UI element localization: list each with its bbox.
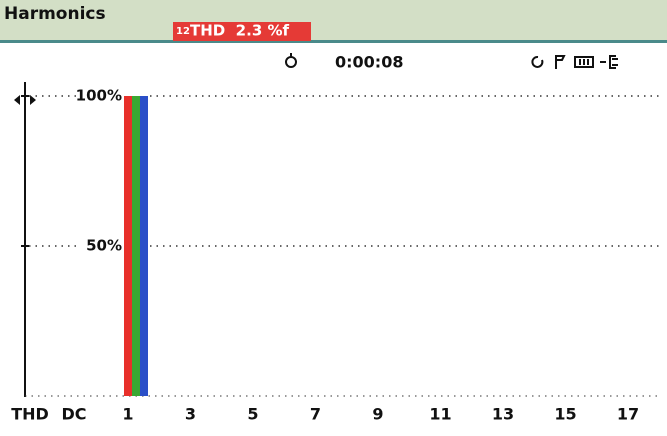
screen-title: Harmonics <box>4 4 106 24</box>
x-tick-label: 13 <box>492 405 514 424</box>
x-tick-label: 5 <box>247 405 258 424</box>
x-tick-label: DC <box>61 405 86 424</box>
y-tick-label: 50% <box>86 237 122 255</box>
x-tick-label: THD <box>11 405 49 424</box>
thd-badge <box>173 22 311 41</box>
cursor-arrows <box>14 95 36 105</box>
x-tick-label: 17 <box>617 405 639 424</box>
y-tick-label: 100% <box>76 87 122 105</box>
bar <box>140 96 148 396</box>
x-tick-label: 1 <box>122 405 133 424</box>
header-rule <box>0 40 667 43</box>
timer: 0:00:08 <box>335 53 403 72</box>
header-band <box>0 0 667 40</box>
status-icons <box>531 55 618 69</box>
timer-icon <box>285 53 297 68</box>
x-tick-label: 7 <box>310 405 321 424</box>
x-tick-label: 15 <box>554 405 576 424</box>
badge-prefix: 12 <box>176 26 190 37</box>
badge-text: THD 2.3 %f <box>190 22 290 40</box>
x-tick-label: 11 <box>429 405 451 424</box>
x-tick-label: 9 <box>372 405 383 424</box>
bar <box>132 96 140 396</box>
x-tick-label: 3 <box>185 405 196 424</box>
bar <box>124 96 132 396</box>
